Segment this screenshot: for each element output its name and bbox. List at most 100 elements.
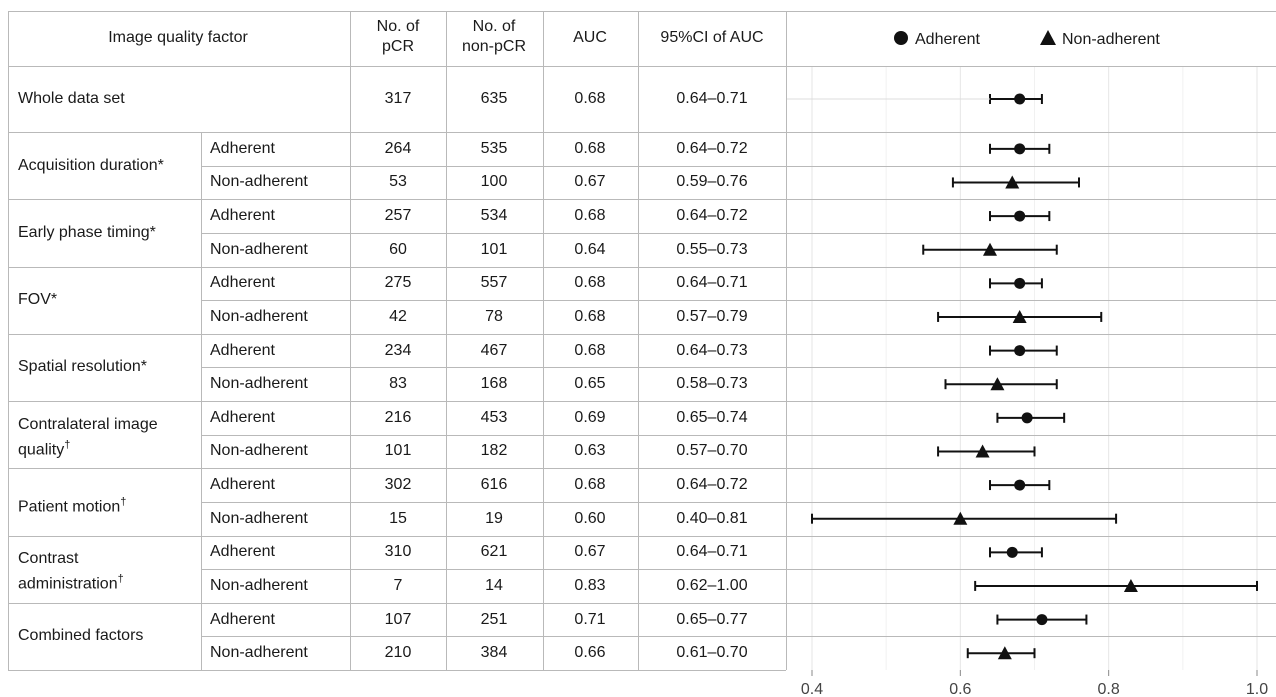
cell-ci: 0.59–0.76 <box>676 173 748 191</box>
cell-nonpcr: 78 <box>485 307 503 325</box>
group-divider <box>8 602 1276 604</box>
cell-pcr: 257 <box>384 207 412 225</box>
cell-nonpcr: 535 <box>480 139 508 157</box>
cell-nonpcr: 534 <box>480 207 508 225</box>
group-label: Contralateral image <box>18 415 158 433</box>
point-adherent <box>1014 479 1026 491</box>
subgroup-label: Adherent <box>210 543 275 561</box>
subgroup-label: Non-adherent <box>210 173 308 191</box>
cell-auc: 0.68 <box>574 207 606 225</box>
cell-auc: 0.65 <box>574 375 606 393</box>
footnote-mark: † <box>117 573 124 586</box>
subrow-divider <box>201 367 1276 369</box>
subgroup-label: Non-adherent <box>210 375 308 393</box>
subgroup-label: Adherent <box>210 274 275 292</box>
subrow-divider <box>201 300 1276 302</box>
group-label: Contrast <box>18 550 79 568</box>
cell-pcr: 216 <box>384 408 412 426</box>
cell-pcr: 310 <box>384 543 412 561</box>
point-adherent <box>1014 93 1026 105</box>
header-pcr-line1: No. of <box>376 18 420 35</box>
cell-pcr: 107 <box>384 610 412 628</box>
header-ci: 95%CI of AUC <box>660 29 764 46</box>
subgroup-label: Adherent <box>210 139 275 157</box>
cell-auc: 0.68 <box>574 341 606 359</box>
point-non-adherent <box>953 511 968 525</box>
footnote-mark: † <box>64 438 71 451</box>
cell-pcr: 83 <box>389 375 407 393</box>
cell-ci: 0.64–0.71 <box>676 274 748 292</box>
legend-label-adherent: Adherent <box>915 31 980 48</box>
group-label: Early phase timing* <box>18 223 156 241</box>
cell-nonpcr: 101 <box>480 240 508 258</box>
header-nonpcr-line2: non-pCR <box>461 38 527 55</box>
cell-pcr: 210 <box>384 644 412 662</box>
cell-nonpcr: 168 <box>480 375 508 393</box>
cell-pcr: 60 <box>389 240 407 258</box>
cell-auc: 0.68 <box>574 274 606 292</box>
cell-ci: 0.58–0.73 <box>676 375 748 393</box>
subrow-divider <box>201 569 1276 571</box>
subgroup-label: Non-adherent <box>210 644 308 662</box>
column-divider <box>350 11 351 670</box>
point-non-adherent <box>1123 578 1138 592</box>
cell-auc: 0.69 <box>574 408 606 426</box>
point-adherent <box>1014 143 1026 155</box>
subgroup-label: Adherent <box>210 341 275 359</box>
subgroup-label: Adherent <box>210 476 275 494</box>
group-divider <box>8 199 1276 201</box>
cell-nonpcr: 384 <box>480 644 508 662</box>
column-divider <box>638 11 639 670</box>
cell-ci: 0.64–0.72 <box>676 139 748 157</box>
table-bottom-border <box>8 670 786 671</box>
cell-nonpcr: 251 <box>480 610 508 628</box>
cell-auc: 0.68 <box>574 90 606 107</box>
cell-pcr: 264 <box>384 139 412 157</box>
cell-auc: 0.68 <box>574 139 606 157</box>
group-label-line2: administration† <box>18 573 124 593</box>
cell-pcr: 234 <box>384 341 412 359</box>
group-label: FOV* <box>18 291 58 309</box>
cell-pcr: 317 <box>384 90 412 107</box>
cell-pcr: 101 <box>384 442 412 460</box>
group-label: Acquisition duration* <box>18 156 164 174</box>
cell-auc: 0.68 <box>574 307 606 325</box>
cell-auc: 0.68 <box>574 476 606 494</box>
cell-nonpcr: 453 <box>480 408 508 426</box>
header-nonpcr-line1: No. of <box>472 18 516 35</box>
subgroup-label: Non-adherent <box>210 442 308 460</box>
group-divider <box>8 535 1276 537</box>
cell-pcr: 15 <box>389 509 407 527</box>
cell-ci: 0.64–0.72 <box>676 476 748 494</box>
point-adherent <box>1014 277 1026 289</box>
subrow-divider <box>201 636 1276 638</box>
cell-ci: 0.62–1.00 <box>676 576 748 594</box>
cell-nonpcr: 635 <box>480 90 508 107</box>
point-adherent <box>1014 210 1026 222</box>
header-pcr-line2: pCR <box>381 38 414 55</box>
cell-auc: 0.83 <box>574 576 606 594</box>
cell-auc: 0.66 <box>574 644 606 662</box>
point-non-adherent <box>983 242 997 256</box>
cell-pcr: 7 <box>393 576 403 594</box>
x-tick-label: 0.6 <box>949 681 971 697</box>
subgroup-label: Non-adherent <box>210 509 308 527</box>
point-adherent <box>1021 412 1033 424</box>
cell-nonpcr: 19 <box>485 509 503 527</box>
group-divider <box>8 468 1276 470</box>
group-label: Spatial resolution* <box>18 358 147 376</box>
x-tick-label: 0.8 <box>1098 681 1120 697</box>
cell-nonpcr: 467 <box>480 341 508 359</box>
cell-pcr: 53 <box>389 173 407 191</box>
group-divider <box>8 266 1276 268</box>
table-left-border <box>8 11 9 670</box>
cell-ci: 0.65–0.77 <box>676 610 748 628</box>
cell-ci: 0.57–0.79 <box>676 307 748 325</box>
cell-nonpcr: 182 <box>480 442 508 460</box>
subrow-divider <box>201 434 1276 436</box>
point-adherent <box>1014 345 1026 357</box>
cell-ci: 0.57–0.70 <box>676 442 748 460</box>
x-tick-label: 1.0 <box>1246 681 1268 697</box>
legend-label-non-adherent: Non-adherent <box>1062 31 1160 48</box>
